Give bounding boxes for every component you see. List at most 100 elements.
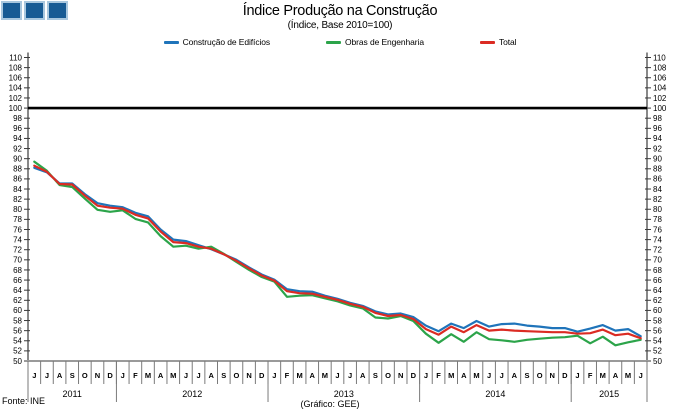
credit-note: (Gráfico: GEE) (300, 399, 360, 409)
y-tick-label-left: 50 (13, 357, 22, 366)
month-label: F (133, 371, 138, 380)
month-label: N (398, 371, 403, 380)
month-label: O (234, 371, 240, 380)
month-label: F (285, 371, 290, 380)
month-label: D (107, 371, 113, 380)
y-tick-label-left: 70 (13, 256, 22, 265)
month-label: O (385, 371, 391, 380)
y-tick-label-right: 70 (653, 256, 662, 265)
y-tick-label-left: 108 (9, 63, 23, 72)
y-tick-label-right: 74 (653, 235, 662, 244)
month-label: J (575, 371, 579, 380)
y-tick-label-right: 108 (653, 63, 667, 72)
month-label: M (473, 371, 479, 380)
y-tick-label-right: 50 (653, 357, 662, 366)
month-label: S (70, 371, 75, 380)
month-label: M (625, 371, 631, 380)
y-tick-label-right: 82 (653, 195, 662, 204)
legend-swatch-red (479, 40, 495, 44)
y-tick-label-left: 100 (9, 104, 23, 113)
y-tick-label-left: 110 (9, 53, 22, 62)
y-tick-label-left: 66 (13, 276, 22, 285)
y-tick-label-left: 106 (9, 74, 23, 83)
month-label: S (373, 371, 378, 380)
month-label: M (600, 371, 606, 380)
y-tick-label-right: 106 (653, 74, 667, 83)
series-line-total (33, 164, 642, 340)
y-tick-label-left: 74 (13, 235, 22, 244)
y-tick-label-right: 78 (653, 215, 662, 224)
y-tick-label-left: 76 (13, 225, 22, 234)
y-tick-label-left: 72 (13, 246, 22, 255)
y-tick-label-right: 102 (653, 94, 667, 103)
month-label: N (550, 371, 555, 380)
month-label: M (448, 371, 454, 380)
y-tick-label-right: 110 (653, 53, 666, 62)
y-tick-label-left: 52 (13, 347, 22, 356)
month-label: F (436, 371, 441, 380)
y-tick-label-right: 98 (653, 114, 662, 123)
y-tick-label-right: 94 (653, 134, 662, 143)
month-label: A (57, 371, 63, 380)
month-label: O (82, 371, 88, 380)
y-tick-label-left: 90 (13, 154, 22, 163)
month-label: M (145, 371, 151, 380)
y-tick-label-right: 86 (653, 175, 662, 184)
logo-square (1, 1, 22, 20)
month-label: D (562, 371, 568, 380)
y-tick-label-left: 60 (13, 306, 22, 315)
y-tick-label-left: 64 (13, 286, 22, 295)
month-label: J (121, 371, 125, 380)
month-label: J (424, 371, 428, 380)
y-tick-label-right: 52 (653, 347, 662, 356)
month-label: J (500, 371, 504, 380)
legend-label: Construção de Edifícios (182, 37, 271, 47)
y-tick-label-right: 66 (653, 276, 662, 285)
month-label: M (170, 371, 176, 380)
month-label: M (296, 371, 302, 380)
month-label: F (588, 371, 593, 380)
legend: Construção de Edifícios Obras de Engenha… (0, 37, 680, 47)
month-label: J (348, 371, 352, 380)
legend-swatch-green (326, 40, 342, 44)
y-tick-label-left: 78 (13, 215, 22, 224)
y-tick-label-left: 94 (13, 134, 22, 143)
y-tick-label-right: 88 (653, 165, 662, 174)
month-label: J (335, 371, 339, 380)
logo-square (47, 1, 68, 20)
y-tick-label-left: 82 (13, 195, 22, 204)
month-label: J (639, 371, 643, 380)
year-label: 2011 (63, 389, 82, 399)
y-tick-label-left: 98 (13, 114, 22, 123)
month-label: N (246, 371, 251, 380)
month-label: A (158, 371, 164, 380)
y-tick-label-right: 58 (653, 316, 662, 325)
series-lines (33, 160, 642, 347)
y-tick-label-right: 80 (653, 205, 662, 214)
month-label: J (45, 371, 49, 380)
month-label: J (184, 371, 188, 380)
year-label: 2013 (334, 389, 354, 399)
legend-item-total: Total (479, 37, 517, 47)
y-tick-label-left: 54 (13, 337, 22, 346)
y-tick-label-left: 62 (13, 296, 22, 305)
year-label: 2014 (485, 389, 505, 399)
legend-item-engenharia: Obras de Engenharia (326, 37, 424, 47)
month-label: A (310, 371, 316, 380)
y-tick-label-right: 68 (653, 266, 662, 275)
month-label: M (322, 371, 328, 380)
logo-square (24, 1, 45, 20)
y-tick-label-right: 100 (653, 104, 667, 113)
year-label: 2012 (182, 389, 202, 399)
y-tick-label-left: 96 (13, 124, 22, 133)
y-tick-label-left: 88 (13, 165, 22, 174)
series-line-obras-de-engenharia (33, 160, 642, 347)
y-tick-label-right: 84 (653, 185, 662, 194)
y-tick-label-left: 68 (13, 266, 22, 275)
month-label: O (537, 371, 543, 380)
